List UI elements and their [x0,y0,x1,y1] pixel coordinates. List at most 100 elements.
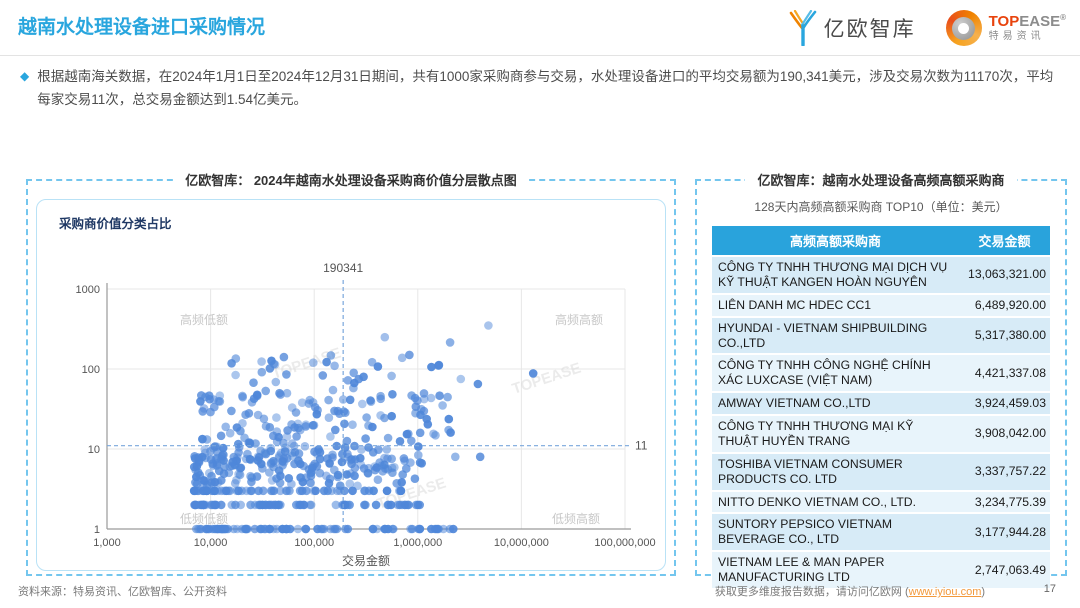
scatter-point [323,486,333,496]
scatter-point [257,357,266,366]
scatter-point [443,392,452,402]
scatter-point [235,470,245,480]
x-tick-label: 100,000,000 [594,537,655,549]
x-axis-title: 交易金额 [342,553,390,568]
scatter-point [410,393,420,403]
scatter-point [413,500,423,510]
scatter-section: 亿欧智库： 2024年越南水处理设备采购商价值分层散点图 采购商价值分类占比 1… [26,170,676,576]
scatter-point [247,473,256,482]
quadrant-label: 低频低额 [180,512,228,526]
scatter-point [414,524,423,534]
scatter-point [397,353,407,363]
topease-ring-icon [945,10,982,46]
scatter-point [375,458,385,467]
scatter-point [369,486,378,496]
scatter-point [402,464,411,473]
scatter-point [350,378,359,388]
scatter-point [331,425,340,435]
scatter-point [287,439,297,448]
scatter-point [373,475,383,484]
scatter-point [209,500,219,510]
top10-subtitle: 128天内高频高额采购商 TOP10（单位：美元） [754,200,1008,214]
scatter-point [276,390,285,399]
scatter-point [340,419,349,429]
scatter-point [309,358,318,367]
scatter-point [345,479,355,488]
scatter-point [342,436,352,446]
scatter-point [331,500,341,510]
scatter-point [300,442,310,451]
scatter-point [368,524,378,534]
scatter-point [431,431,440,440]
header-divider [0,55,1080,56]
table-row: SUNTORY PEPSICO VIETNAM BEVERAGE CO., LT… [712,514,1050,551]
scatter-point [296,473,305,482]
scatter-point [419,389,429,398]
scatter-point [359,372,368,382]
scatter-point [217,476,226,485]
scatter-point [392,479,402,488]
scatter-point [359,464,369,473]
scatter-point [451,452,460,462]
scatter-point [225,486,235,496]
scatter-point [312,462,322,471]
amount-cell: 2,747,063.49 [959,552,1050,588]
top10-section: 亿欧智库：越南水处理设备高频高额采购商 128天内高频高额采购商 TOP10（单… [695,170,1067,588]
scatter-point [284,474,294,483]
y-tick-label: 100 [82,364,100,376]
page-number: 17 [1043,583,1056,595]
scatter-point [399,454,409,463]
scatter-point [364,443,373,452]
buyer-name-cell: TOSHIBA VIETNAM CONSUMER PRODUCTS CO. LT… [712,453,959,490]
scatter-point [484,321,493,330]
scatter-point [294,456,303,465]
scatter-point [191,478,200,487]
scatter-point [229,524,239,534]
scatter-point [230,479,240,488]
buyer-name-cell: CÔNG TY TNHH CÔNG NGHỆ CHÍNH XÁC LUXCASE… [712,355,959,392]
scatter-point [236,500,245,510]
table-row: AMWAY VIETNAM CO.,LTD 3,924,459.03 [712,393,1050,414]
scatter-point [271,377,281,387]
scatter-point [371,500,381,510]
scatter-point [350,455,360,464]
scatter-point [395,437,405,446]
scatter-point [308,421,318,430]
table-row: NITTO DENKO VIETNAM CO., LTD. 3,234,775.… [712,491,1050,513]
column-header-buyer: 高频高额采购商 [712,226,959,255]
scatter-point [390,463,399,472]
scatter-point [269,359,279,369]
scatter-point [231,354,241,363]
buyer-name-cell: CÔNG TY TNHH THƯƠNG MẠI KỸ THUẬT HUYỀN T… [712,416,959,452]
scatter-point [426,393,436,403]
scatter-point [318,371,328,380]
scatter-point [310,447,319,456]
iyiou-link[interactable]: www.iyiou.com [908,586,982,598]
table-row: HYUNDAI - VIETNAM SHIPBUILDING CO.,LTD 5… [712,317,1050,354]
scatter-point [435,391,444,400]
buyer-name-cell: SUNTORY PEPSICO VIETNAM BEVERAGE CO., LT… [712,514,959,551]
scatter-point [383,433,393,443]
yiou-logo: 亿欧智库 [788,10,916,46]
scatter-point [332,524,342,534]
scatter-point [326,524,335,534]
scatter-point [404,500,413,510]
scatter-point [328,453,337,462]
amount-cell: 6,489,920.00 [959,294,1050,316]
scatter-point [350,463,360,473]
scatter-point [210,486,220,496]
table-row: CÔNG TY TNHH THƯƠNG MẠI DỊCH VỤ KỸ THUẬT… [712,257,1050,293]
scatter-point [382,486,392,496]
y-tick-label: 1000 [76,284,100,296]
scatter-point [234,439,243,449]
scatter-chart: 1,000 10,000 100,000 1,000,000 10,000,000 100… [76,261,656,568]
scatter-point [415,458,425,467]
scatter-point [361,500,370,510]
scatter-point [210,524,220,534]
scatter-point [297,398,307,407]
scatter-point [253,410,263,420]
scatter-point [231,370,240,380]
scatter-point [423,420,433,429]
horizontal-ref-label: 11 [635,439,648,453]
x-tick-label: 100,000 [294,537,334,549]
